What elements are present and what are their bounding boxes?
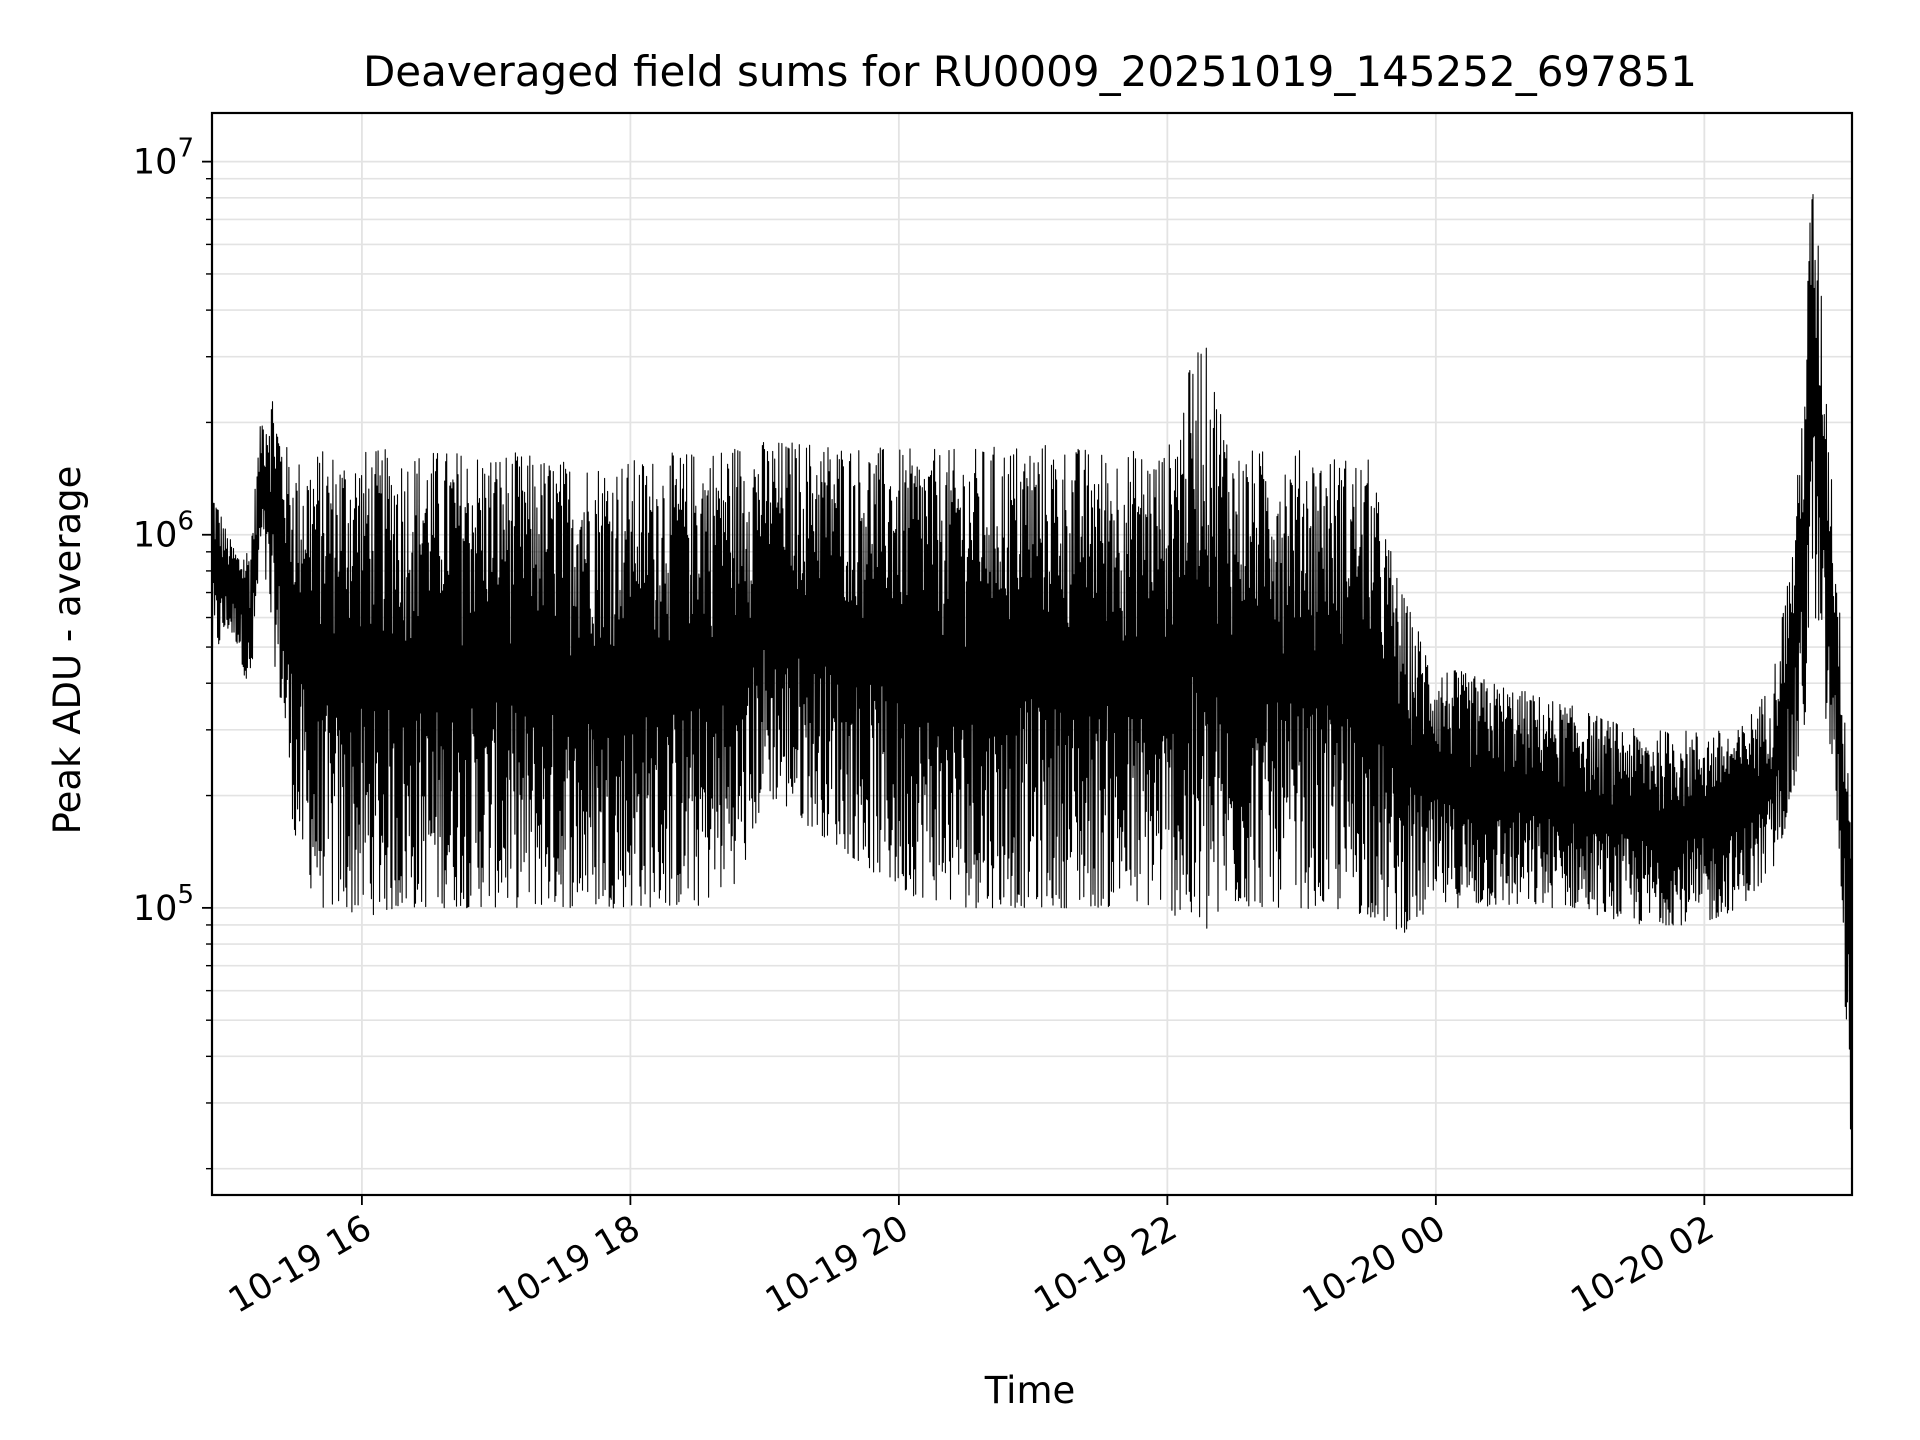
- y-tick-label: 106: [133, 507, 194, 556]
- y-tick-exponent: 5: [177, 880, 194, 910]
- y-tick-exponent: 7: [177, 134, 194, 164]
- y-tick-label: 107: [133, 134, 194, 183]
- chart-title: Deaveraged field sums for RU0009_2025101…: [363, 47, 1697, 96]
- series-line: [211, 194, 1853, 1130]
- y-tick-exponent: 6: [177, 507, 194, 537]
- plot-frame: [210, 111, 1854, 1197]
- y-tick-base: 10: [133, 889, 178, 929]
- x-axis-label: Time: [984, 1369, 1076, 1412]
- series-layer: [211, 194, 1853, 1130]
- y-axis-label: Peak ADU - average: [46, 466, 89, 835]
- y-tick-base: 10: [133, 143, 178, 183]
- y-tick-label: 105: [133, 880, 194, 929]
- y-tick-base: 10: [133, 516, 178, 556]
